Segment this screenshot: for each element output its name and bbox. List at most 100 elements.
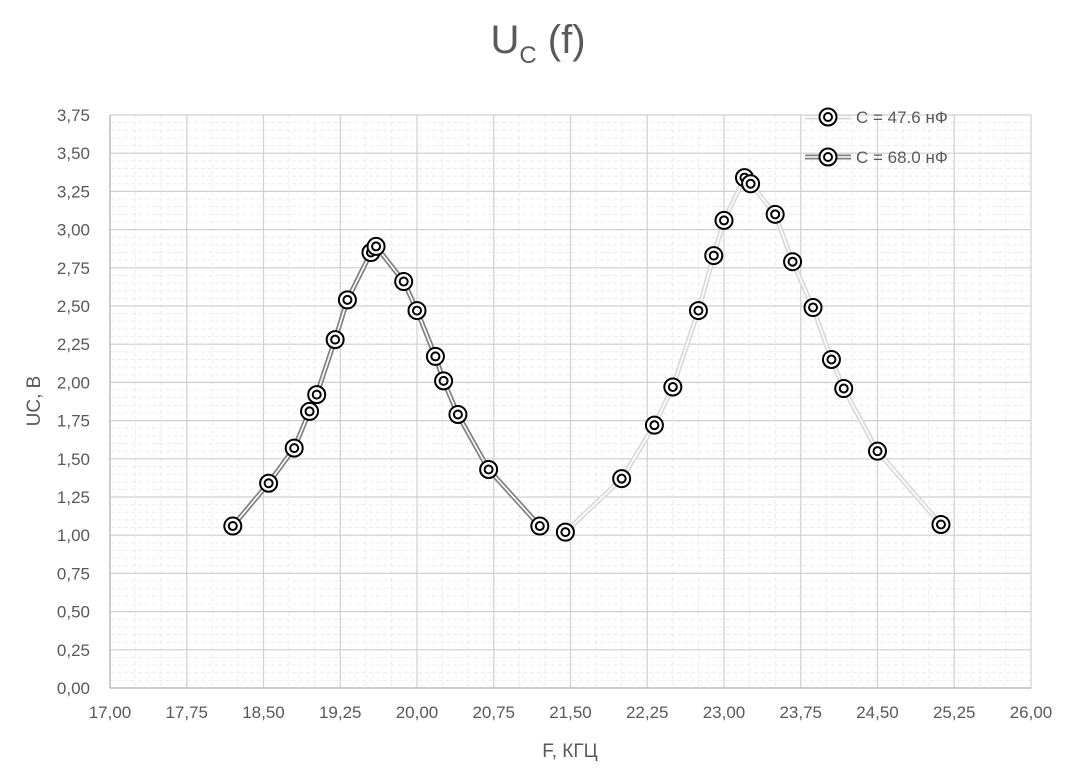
marker-inner-ring	[823, 152, 833, 162]
x-tick-label: 25,25	[933, 703, 976, 722]
x-tick-label: 17,00	[89, 703, 132, 722]
x-tick-label: 24,50	[856, 703, 899, 722]
marker-inner-ring	[649, 420, 660, 431]
marker-inner-ring	[311, 389, 322, 400]
data-point	[530, 516, 550, 536]
x-tick-label: 19,25	[319, 703, 362, 722]
marker-inner-ring	[398, 276, 409, 287]
marker-inner-ring	[289, 443, 300, 454]
chart-title-main: U	[490, 18, 520, 62]
data-point	[688, 301, 708, 321]
legend-label: C = 68.0 нФ	[856, 148, 948, 167]
data-point	[612, 469, 632, 489]
y-tick-label: 0,00	[57, 679, 90, 698]
y-tick-label: 1,50	[57, 450, 90, 469]
y-tick-label: 1,75	[57, 412, 90, 431]
data-point	[259, 473, 279, 493]
data-point	[300, 401, 320, 421]
marker-inner-ring	[693, 305, 704, 316]
marker-inner-ring	[263, 478, 274, 489]
y-tick-label: 2,00	[57, 373, 90, 392]
y-tick-label: 3,25	[57, 182, 90, 201]
series-2	[223, 236, 550, 536]
marker-inner-ring	[304, 406, 315, 417]
x-tick-label: 23,00	[703, 703, 746, 722]
marker-inner-ring	[371, 241, 382, 252]
data-point	[555, 522, 575, 542]
x-tick-label: 20,00	[396, 703, 439, 722]
x-tick-label: 23,75	[779, 703, 822, 722]
marker-inner-ring	[826, 354, 837, 365]
marker-inner-ring	[808, 302, 819, 313]
x-tick-label: 22,25	[626, 703, 669, 722]
y-tick-label: 2,75	[57, 259, 90, 278]
marker-inner-ring	[483, 464, 494, 475]
marker-inner-ring	[227, 521, 238, 532]
x-tick-label: 26,00	[1010, 703, 1053, 722]
x-tick-label: 21,50	[549, 703, 592, 722]
legend-entry-1: C = 47.6 нФ	[805, 107, 948, 127]
y-tick-label: 0,75	[57, 564, 90, 583]
marker-inner-ring	[770, 209, 781, 220]
marker-inner-ring	[719, 215, 729, 226]
major-grid	[109, 114, 1032, 689]
x-tick-label: 17,75	[165, 703, 208, 722]
legend-label: C = 47.6 нФ	[856, 108, 948, 127]
y-tick-label: 2,25	[57, 335, 90, 354]
marker-inner-ring	[452, 409, 463, 420]
marker-inner-ring	[667, 381, 678, 392]
x-tick-label: 18,50	[242, 703, 285, 722]
data-point	[644, 415, 664, 435]
y-tick-label: 3,50	[57, 144, 90, 163]
y-tick-label: 0,25	[57, 641, 90, 660]
data-point	[868, 441, 887, 461]
data-point	[714, 210, 734, 230]
data-point	[223, 516, 243, 536]
series-1	[555, 168, 951, 542]
data-point	[479, 459, 499, 479]
data-point	[741, 174, 761, 194]
marker-inner-ring	[412, 305, 422, 316]
y-tick-label: 1,00	[57, 526, 90, 545]
marker-inner-ring	[745, 178, 756, 189]
legend-marker	[818, 147, 838, 167]
data-point	[337, 290, 357, 310]
data-point	[834, 379, 854, 399]
y-axis-label: UC, В	[24, 376, 45, 427]
data-point	[765, 204, 785, 224]
data-point	[931, 515, 951, 535]
axes	[109, 115, 1031, 689]
x-axis-label: F, КГЦ	[542, 741, 597, 762]
data-point	[307, 385, 327, 405]
data-point	[821, 349, 841, 369]
data-point	[325, 330, 345, 350]
data-point	[803, 298, 823, 318]
y-tick-label: 2,50	[57, 297, 90, 316]
marker-inner-ring	[438, 375, 449, 386]
legend: C = 47.6 нФ C = 68.0 нФ	[805, 107, 948, 167]
marker-inner-ring	[838, 383, 849, 394]
legend-marker	[818, 107, 838, 127]
chart-title-suffix: (f)	[536, 18, 586, 62]
tick-labels: 0,00 0,25 0,50 0,75 1,00 1,25 1,50 1,75 2,00 2,25…	[57, 106, 1052, 722]
data-point	[783, 252, 803, 272]
data-point	[434, 371, 454, 391]
series-layer	[223, 168, 951, 542]
marker-inner-ring	[823, 112, 833, 122]
y-tick-label: 0,50	[57, 603, 90, 622]
marker-inner-ring	[872, 446, 883, 457]
marker-inner-ring	[787, 256, 798, 267]
data-point	[394, 272, 414, 292]
data-point	[407, 301, 427, 321]
data-point	[284, 438, 304, 458]
data-point	[366, 236, 386, 256]
data-point	[663, 377, 683, 397]
data-point	[448, 404, 468, 424]
chart-title-subscript: C	[519, 42, 537, 69]
data-point	[704, 246, 724, 266]
x-tick-label: 20,75	[472, 703, 515, 722]
chart-title: UC (f)	[0, 18, 1076, 69]
y-tick-label: 3,00	[57, 221, 90, 240]
